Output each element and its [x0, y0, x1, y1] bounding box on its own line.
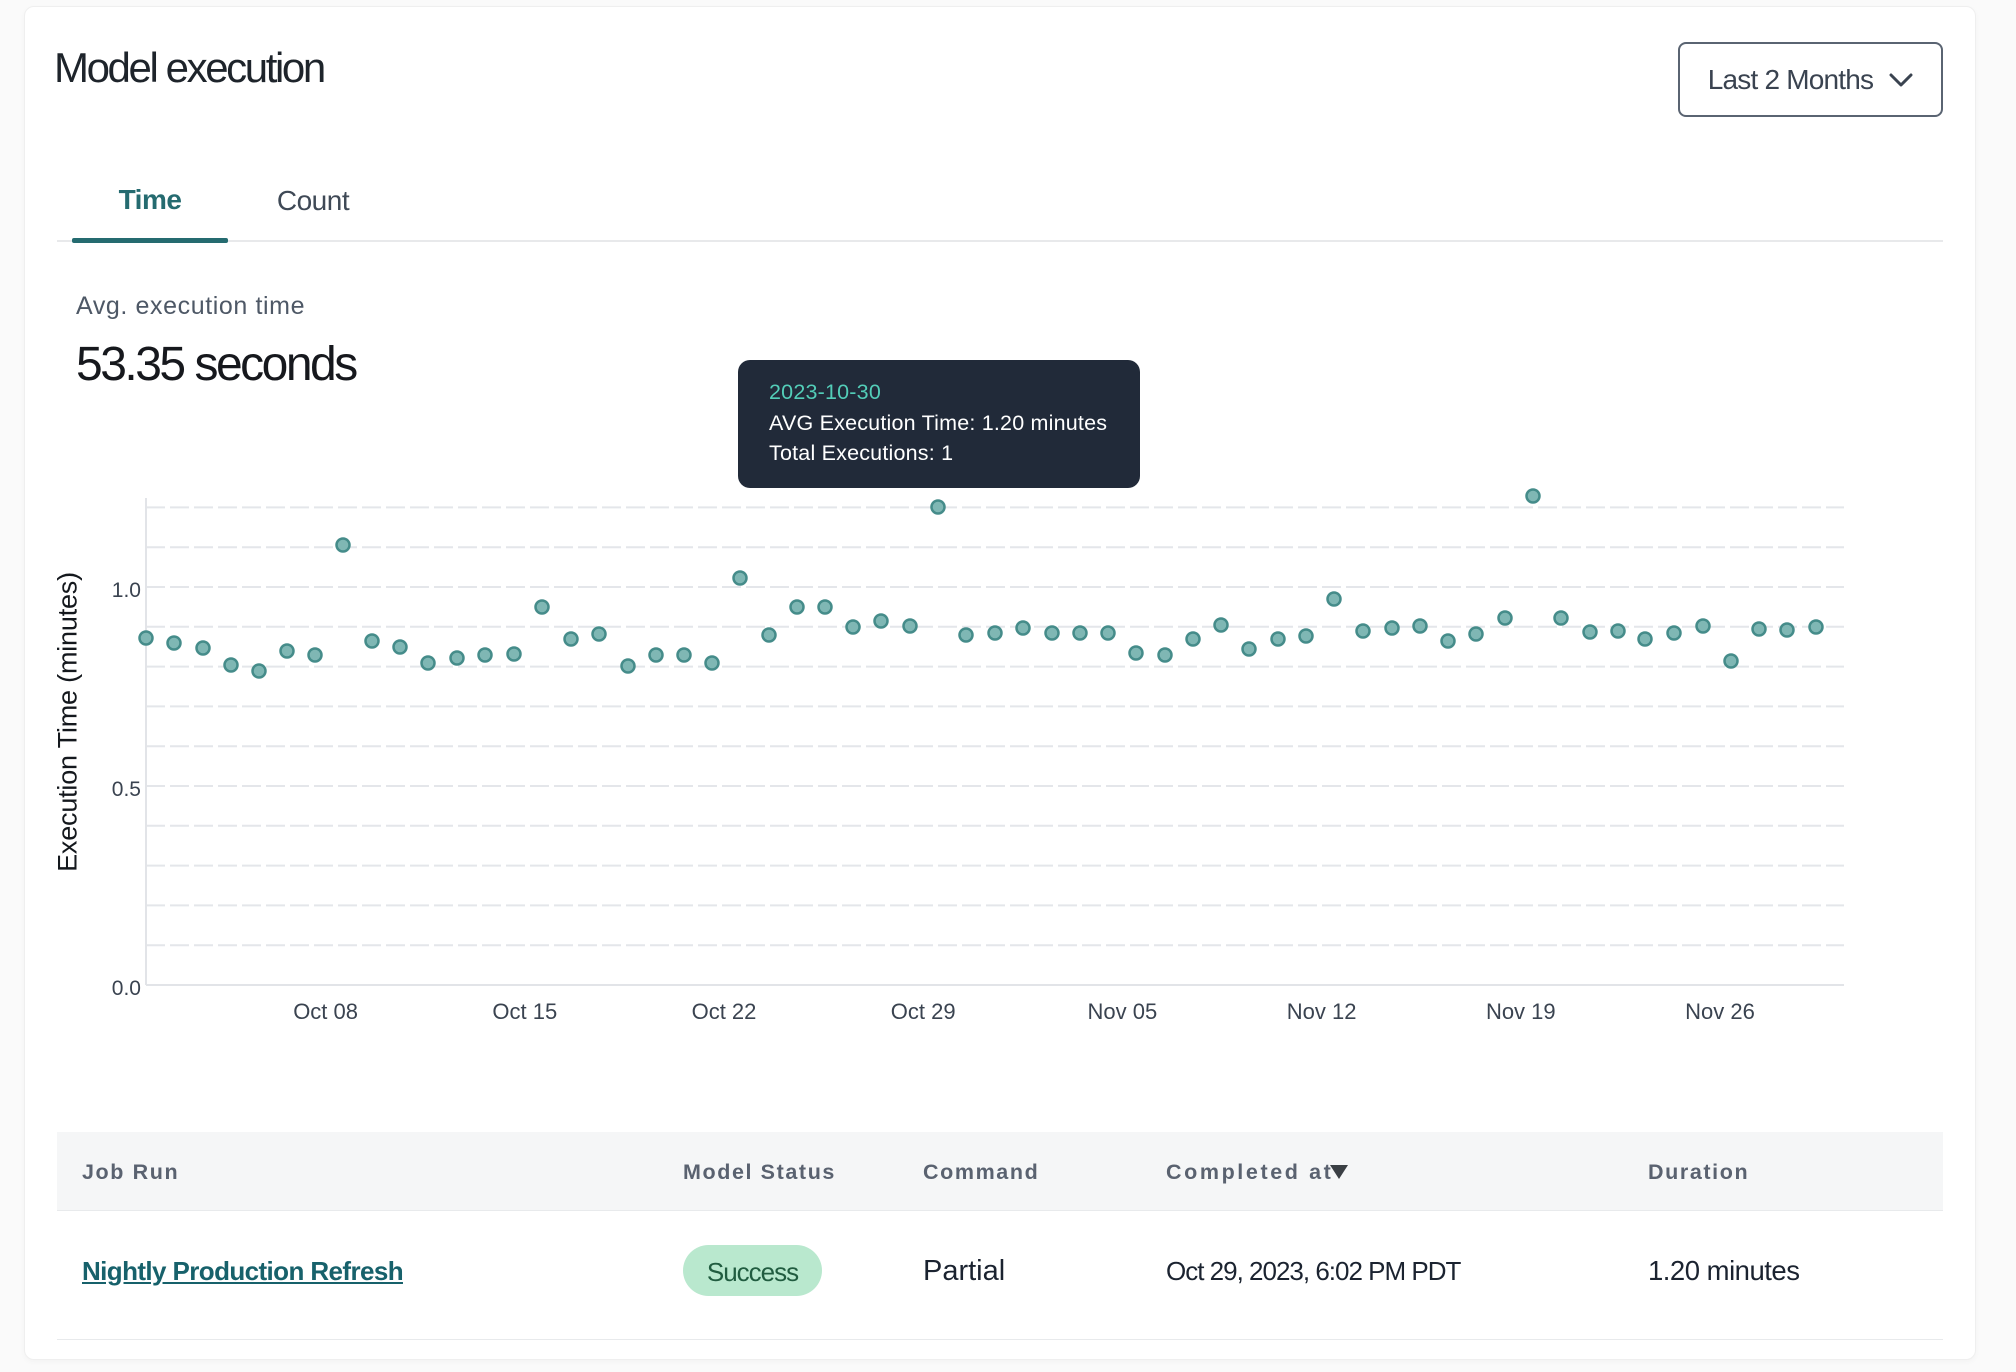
svg-text:0.0: 0.0: [112, 977, 141, 1000]
svg-text:0.5: 0.5: [112, 778, 141, 801]
svg-text:Oct 29: Oct 29: [891, 999, 956, 1024]
svg-text:Oct 15: Oct 15: [492, 999, 557, 1024]
svg-text:1.0: 1.0: [112, 579, 141, 602]
svg-text:Oct 08: Oct 08: [293, 999, 358, 1024]
svg-text:Execution Time (minutes): Execution Time (minutes): [53, 572, 83, 872]
svg-text:Nov 19: Nov 19: [1486, 999, 1556, 1024]
svg-text:Nov 26: Nov 26: [1685, 999, 1755, 1024]
svg-text:Nov 05: Nov 05: [1088, 999, 1158, 1024]
svg-text:Oct 22: Oct 22: [692, 999, 757, 1024]
svg-text:Nov 12: Nov 12: [1287, 999, 1357, 1024]
